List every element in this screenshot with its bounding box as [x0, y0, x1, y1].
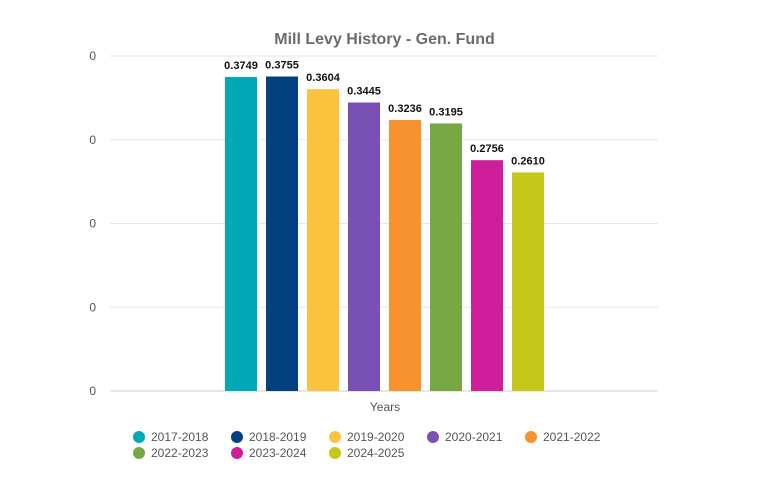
legend-label: 2022-2023: [151, 446, 209, 460]
legend-item[interactable]: 2021-2022: [525, 430, 600, 444]
legend-swatch: [231, 447, 243, 459]
bar-value-label: 0.3195: [429, 106, 463, 118]
legend-swatch: [133, 431, 145, 443]
legend-label: 2020-2021: [445, 430, 503, 444]
legend-item[interactable]: 2022-2023: [133, 446, 208, 460]
bar-value-label: 0.3755: [265, 60, 299, 72]
legend-swatch: [133, 447, 145, 459]
bar-value-label: 0.3749: [224, 60, 258, 72]
legend-item[interactable]: 2018-2019: [231, 430, 306, 444]
bar-2023-2024: [471, 160, 503, 391]
bar-value-label: 0.3445: [347, 85, 381, 97]
bar-2017-2018: [225, 77, 257, 392]
legend-swatch: [329, 431, 341, 443]
legend-label: 2024-2025: [347, 446, 405, 460]
y-tick-label: 0: [89, 217, 96, 231]
y-tick-label: 0: [89, 384, 96, 398]
legend-label: 2019-2020: [347, 430, 405, 444]
bar-2022-2023: [430, 123, 462, 391]
legend-item[interactable]: 2017-2018: [133, 430, 208, 444]
y-tick-label: 0: [89, 300, 96, 314]
bar-2021-2022: [389, 119, 421, 392]
legend-item[interactable]: 2024-2025: [329, 446, 404, 460]
legend-swatch: [525, 431, 537, 443]
y-tick-label: 0: [89, 49, 96, 63]
chart-title: Mill Levy History - Gen. Fund: [274, 31, 495, 48]
legend-label: 2021-2022: [543, 430, 601, 444]
legend-swatch: [427, 431, 439, 443]
legend-swatch: [231, 431, 243, 443]
bar-value-label: 0.3236: [388, 103, 422, 115]
legend-label: 2018-2019: [249, 430, 307, 444]
bar-value-label: 0.2610: [511, 155, 545, 167]
y-tick-label: 0: [89, 133, 96, 147]
legend-item[interactable]: 2020-2021: [427, 430, 502, 444]
bar-value-label: 0.2756: [470, 143, 504, 155]
x-axis-label: Years: [370, 400, 400, 414]
bar-value-label: 0.3604: [306, 72, 341, 84]
legend-label: 2017-2018: [151, 430, 209, 444]
bar-2019-2020: [307, 89, 339, 391]
bar-2020-2021: [348, 102, 380, 391]
bar-2024-2025: [512, 172, 544, 391]
legend-item[interactable]: 2023-2024: [231, 446, 306, 460]
bar-2018-2019: [266, 76, 298, 392]
legend-swatch: [329, 447, 341, 459]
legend-item[interactable]: 2019-2020: [329, 430, 404, 444]
legend-label: 2023-2024: [249, 446, 307, 460]
